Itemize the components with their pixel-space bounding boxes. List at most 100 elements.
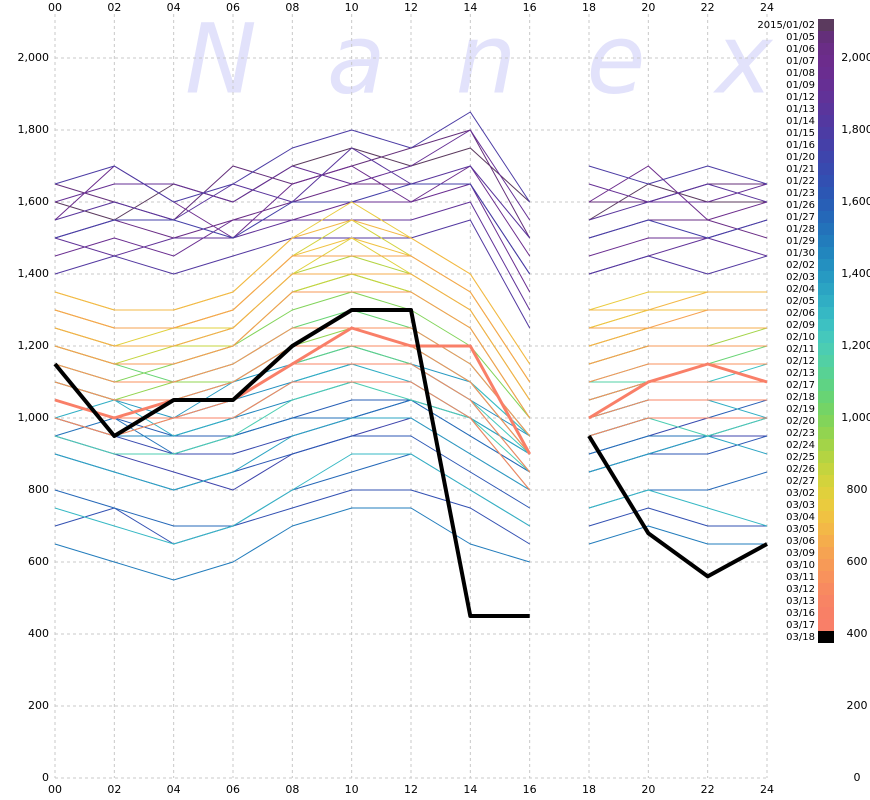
y-tick-label-right: 400 [847, 627, 868, 640]
legend-swatch [818, 559, 834, 571]
x-tick-label: 10 [345, 1, 359, 14]
legend-swatch [818, 391, 834, 403]
legend-swatch [818, 463, 834, 475]
legend-label: 01/23 [786, 188, 815, 199]
legend-swatch [818, 427, 834, 439]
legend-swatch [818, 295, 834, 307]
legend-swatch [818, 163, 834, 175]
legend-swatch [818, 151, 834, 163]
y-tick-label-right: 0 [854, 771, 861, 784]
legend-label: 01/05 [786, 32, 815, 43]
legend-label: 01/12 [786, 92, 815, 103]
legend-swatch [818, 211, 834, 223]
legend-swatch [818, 511, 834, 523]
legend-label: 03/05 [786, 524, 815, 535]
legend-label: 03/16 [786, 608, 815, 619]
legend-swatch [818, 379, 834, 391]
y-tick-label: 1,400 [18, 267, 50, 280]
legend-swatch [818, 355, 834, 367]
x-tick-label: 18 [582, 783, 596, 796]
y-tick-label: 1,800 [18, 123, 50, 136]
legend-swatch [818, 187, 834, 199]
legend-swatch [818, 199, 834, 211]
legend-label: 01/20 [786, 152, 815, 163]
legend-label: 02/27 [786, 476, 815, 487]
legend-swatch [818, 535, 834, 547]
series-line [54, 453, 768, 545]
legend-swatch [818, 235, 834, 247]
legend-swatch [818, 283, 834, 295]
series-line [54, 111, 768, 203]
y-tick-label-right: 2,000 [841, 51, 870, 64]
legend-swatch [818, 55, 834, 67]
legend-swatch [818, 583, 834, 595]
legend-label: 03/09 [786, 548, 815, 559]
legend-swatch [818, 319, 834, 331]
legend-label: 01/22 [786, 176, 815, 187]
legend-label: 01/27 [786, 212, 815, 223]
y-tick-label: 600 [28, 555, 49, 568]
legend-label: 01/30 [786, 248, 815, 259]
legend-swatch [818, 139, 834, 151]
legend-swatch [818, 103, 834, 115]
y-tick-label-right: 1,600 [841, 195, 870, 208]
x-tick-label: 14 [463, 1, 477, 14]
legend-label: 03/02 [786, 488, 815, 499]
legend-swatch [818, 619, 834, 631]
legend-swatch [818, 343, 834, 355]
legend-label: 03/18 [786, 632, 815, 643]
x-tick-label: 14 [463, 783, 477, 796]
x-tick-label: 16 [523, 1, 537, 14]
legend-swatch [818, 247, 834, 259]
legend-swatch [818, 307, 834, 319]
y-tick-label: 200 [28, 699, 49, 712]
x-tick-label: 24 [760, 783, 774, 796]
y-tick-label-right: 1,800 [841, 123, 870, 136]
watermark: Nanex [185, 3, 842, 115]
legend-swatch [818, 19, 834, 31]
legend-label: 02/24 [786, 440, 815, 451]
x-tick-label: 22 [701, 1, 715, 14]
y-tick-label: 400 [28, 627, 49, 640]
legend-label: 03/11 [786, 572, 815, 583]
legend-label: 03/12 [786, 584, 815, 595]
legend-label: 01/16 [786, 140, 815, 151]
x-tick-label: 02 [107, 783, 121, 796]
legend-swatch [818, 403, 834, 415]
x-tick-label: 20 [641, 1, 655, 14]
legend-swatch [818, 607, 834, 619]
x-tick-label: 04 [167, 1, 181, 14]
legend-label: 03/10 [786, 560, 815, 571]
x-tick-label: 16 [523, 783, 537, 796]
x-tick-label: 06 [226, 1, 240, 14]
legend-swatch [818, 499, 834, 511]
series-line [54, 291, 767, 419]
legend-label: 03/03 [786, 500, 815, 511]
series-line [54, 183, 768, 275]
y-tick-label: 2,000 [18, 51, 50, 64]
series-line [54, 507, 767, 581]
legend-label: 01/09 [786, 80, 815, 91]
legend-swatch [818, 439, 834, 451]
x-tick-label: 06 [226, 783, 240, 796]
legend-label: 02/11 [786, 344, 815, 355]
legend-label: 02/12 [786, 356, 815, 367]
legend-label: 02/04 [786, 284, 815, 295]
y-tick-label-right: 600 [847, 555, 868, 568]
x-tick-label: 12 [404, 783, 418, 796]
y-tick-label: 1,000 [18, 411, 50, 424]
legend-swatch [818, 415, 834, 427]
legend-label: 01/29 [786, 236, 815, 247]
legend-label: 01/28 [786, 224, 815, 235]
legend-label: 02/13 [786, 368, 815, 379]
y-tick-label: 0 [42, 771, 49, 784]
legend-label: 03/04 [786, 512, 815, 523]
legend-label: 02/09 [786, 320, 815, 331]
legend-swatch [818, 631, 834, 643]
legend-label: 02/20 [786, 416, 815, 427]
legend-label: 02/23 [786, 428, 815, 439]
y-tick-label: 1,200 [18, 339, 50, 352]
legend-label: 01/06 [786, 44, 815, 55]
x-tick-label: 04 [167, 783, 181, 796]
legend-label: 01/26 [786, 200, 815, 211]
